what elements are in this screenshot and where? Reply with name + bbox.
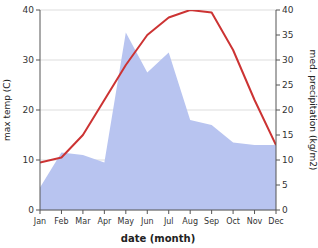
x-tick <box>82 210 83 214</box>
y2-tick-label: 20 <box>282 105 294 115</box>
x-tick-label: Jan <box>33 217 46 226</box>
y2-tick-label: 40 <box>282 5 294 15</box>
chart: 0 10 20 30 40 0 5 10 15 20 25 30 35 40 Jan Feb Mar Apr May… <box>0 0 318 248</box>
y2-tick <box>276 35 280 36</box>
y2-tick-label: 15 <box>282 130 293 140</box>
y2-tick <box>276 160 280 161</box>
y-tick <box>36 10 40 11</box>
x-tick-label: May <box>118 217 135 226</box>
grid-line <box>40 60 276 61</box>
x-tick-label: Dec <box>268 217 283 226</box>
grid-line <box>40 10 276 11</box>
x-tick <box>190 210 191 214</box>
y2-tick-label: 10 <box>282 155 294 165</box>
y2-tick <box>276 85 280 86</box>
y2-tick-label: 25 <box>282 80 293 90</box>
y-tick-label: 20 <box>23 105 35 115</box>
x-tick <box>233 210 234 214</box>
x-tick <box>104 210 105 214</box>
x-tick <box>254 210 255 214</box>
x-tick <box>61 210 62 214</box>
y2-tick-label: 30 <box>282 55 294 65</box>
precipitation-area <box>40 33 276 211</box>
x-tick-label: Jul <box>163 217 174 226</box>
y2-tick-label: 35 <box>282 30 293 40</box>
x-tick-label: Nov <box>247 217 263 226</box>
y2-tick-label: 0 <box>282 205 288 215</box>
x-tick-label: Oct <box>226 217 240 226</box>
y2-tick <box>276 210 280 211</box>
y2-axis-label: med. precipitation (kg/m2) <box>308 50 318 171</box>
y2-tick <box>276 10 280 11</box>
x-axis-label: date (month) <box>121 233 195 244</box>
y2-tick <box>276 185 280 186</box>
y-tick-label: 40 <box>23 5 35 15</box>
y2-tick-label: 5 <box>282 180 288 190</box>
x-axis-line <box>40 210 276 211</box>
y-tick-label: 30 <box>23 55 35 65</box>
temperature-line <box>40 10 276 163</box>
y2-tick <box>276 135 280 136</box>
y2-tick <box>276 110 280 111</box>
y-tick <box>36 110 40 111</box>
x-tick-label: Apr <box>97 217 112 226</box>
x-tick-label: Mar <box>75 217 91 226</box>
x-tick <box>125 210 126 214</box>
x-tick-label: Feb <box>54 217 68 226</box>
y-axis-label: max temp (C) <box>2 79 12 141</box>
x-tick <box>147 210 148 214</box>
y-tick <box>36 160 40 161</box>
x-tick <box>168 210 169 214</box>
x-tick-label: Aug <box>182 217 198 226</box>
x-tick <box>40 210 41 214</box>
x-tick <box>276 210 277 214</box>
y2-tick <box>276 60 280 61</box>
x-tick <box>211 210 212 214</box>
y-tick-label: 10 <box>23 155 35 165</box>
y-tick-label: 0 <box>28 205 34 215</box>
grid-line <box>40 210 276 211</box>
x-tick-label: Sep <box>204 217 219 226</box>
y-tick <box>36 210 40 211</box>
x-tick-label: Jun <box>140 217 154 226</box>
y-tick <box>36 60 40 61</box>
plot-area <box>40 10 276 210</box>
